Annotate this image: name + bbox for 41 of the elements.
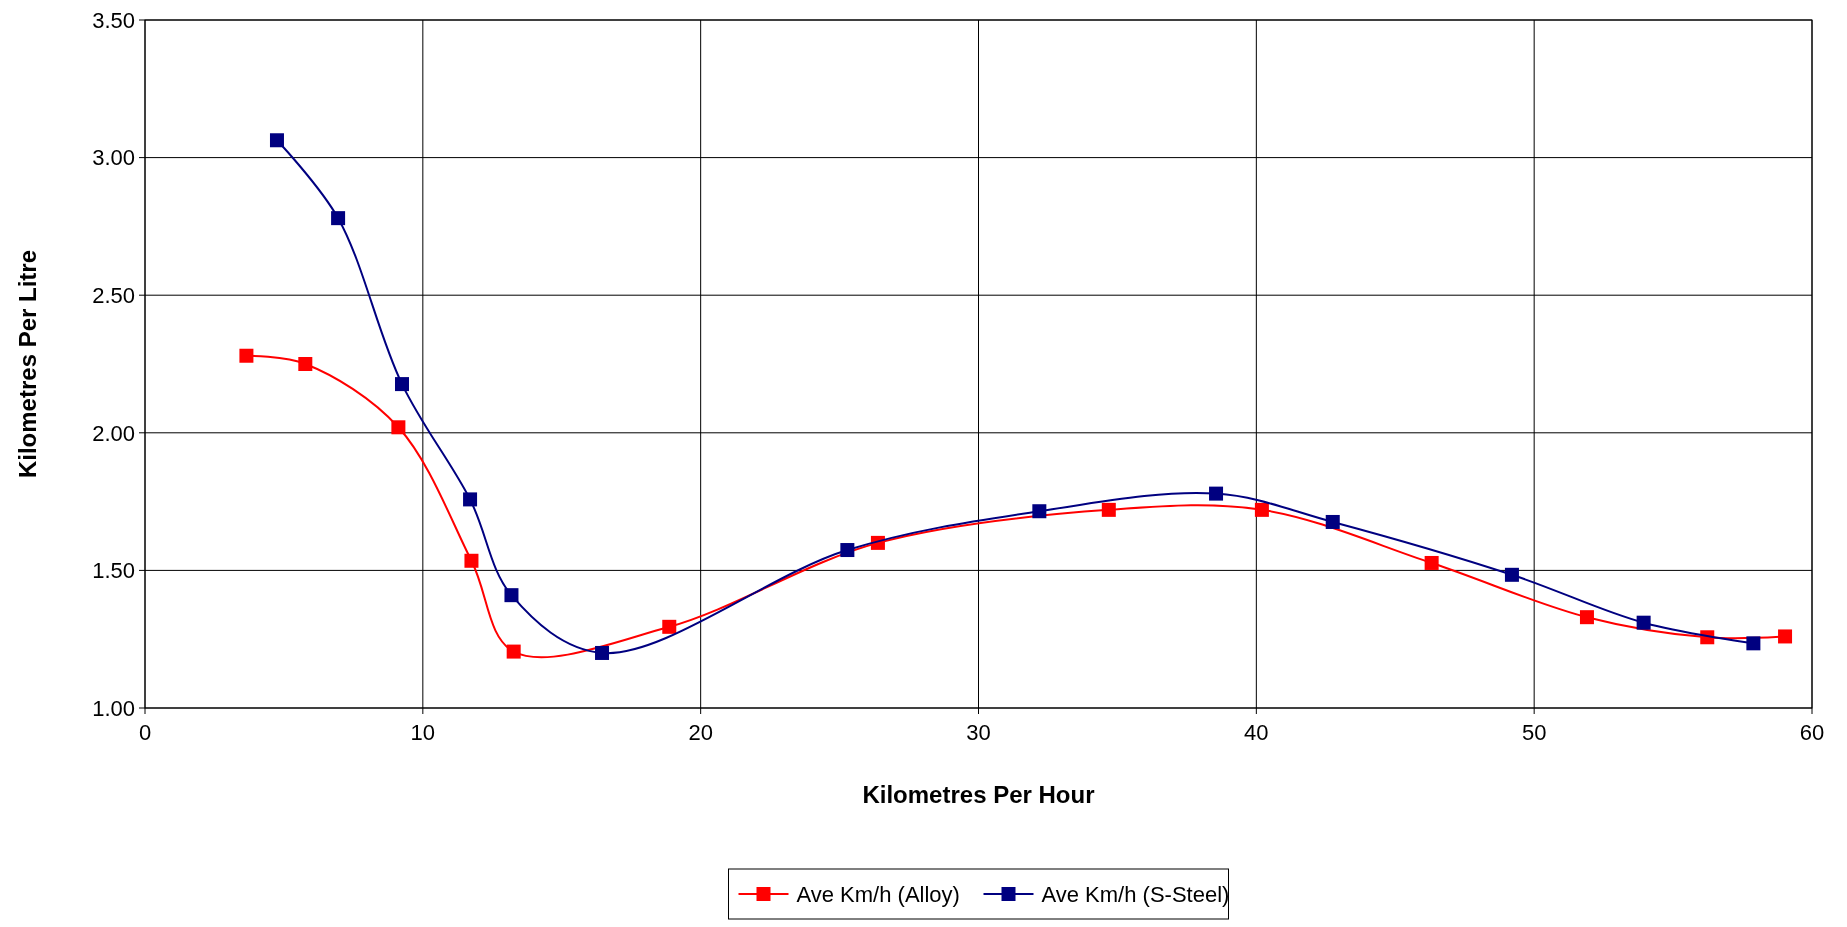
y-tick-label: 2.50 — [92, 282, 135, 308]
x-axis-title: Kilometres Per Hour — [862, 781, 1095, 808]
point — [662, 619, 677, 634]
x-tick-label: 0 — [138, 720, 152, 745]
y-tick-label: 3.00 — [92, 145, 135, 171]
point — [298, 357, 313, 371]
y-tick-label: 1.00 — [92, 695, 135, 721]
x-tick-label: 10 — [410, 720, 436, 745]
x-tick-label: 20 — [688, 720, 713, 745]
x-tick-label: 50 — [1521, 720, 1547, 745]
y-axis-title: Kilometres Per Litre — [14, 249, 41, 479]
y-tick-label: 3.50 — [92, 7, 135, 33]
point — [504, 588, 519, 603]
point — [239, 348, 254, 363]
point — [506, 644, 521, 659]
point — [1101, 502, 1116, 517]
x-tick-label: 30 — [966, 720, 991, 745]
point — [1579, 610, 1594, 625]
point — [463, 492, 478, 507]
legend-label: Ave Km/h (S-Steel) — [1041, 881, 1230, 907]
point — [1424, 555, 1439, 570]
point — [391, 420, 406, 435]
point — [464, 553, 479, 568]
x-tick-label: 40 — [1244, 720, 1269, 745]
point — [1032, 504, 1047, 519]
point — [331, 211, 346, 226]
y-tick-label: 1.50 — [92, 558, 135, 584]
point — [1636, 615, 1651, 630]
point — [1254, 502, 1269, 517]
point — [395, 377, 409, 392]
point — [1778, 629, 1793, 644]
y-tick-label: 2.00 — [92, 420, 135, 446]
point — [1504, 567, 1519, 582]
point — [840, 543, 855, 558]
x-tick-label: 60 — [1799, 720, 1825, 745]
point — [595, 645, 610, 660]
point — [269, 133, 284, 148]
legend-label: Ave Km/h (Alloy) — [796, 881, 960, 907]
point — [1209, 486, 1224, 501]
point — [1746, 636, 1761, 651]
point — [1325, 514, 1340, 529]
